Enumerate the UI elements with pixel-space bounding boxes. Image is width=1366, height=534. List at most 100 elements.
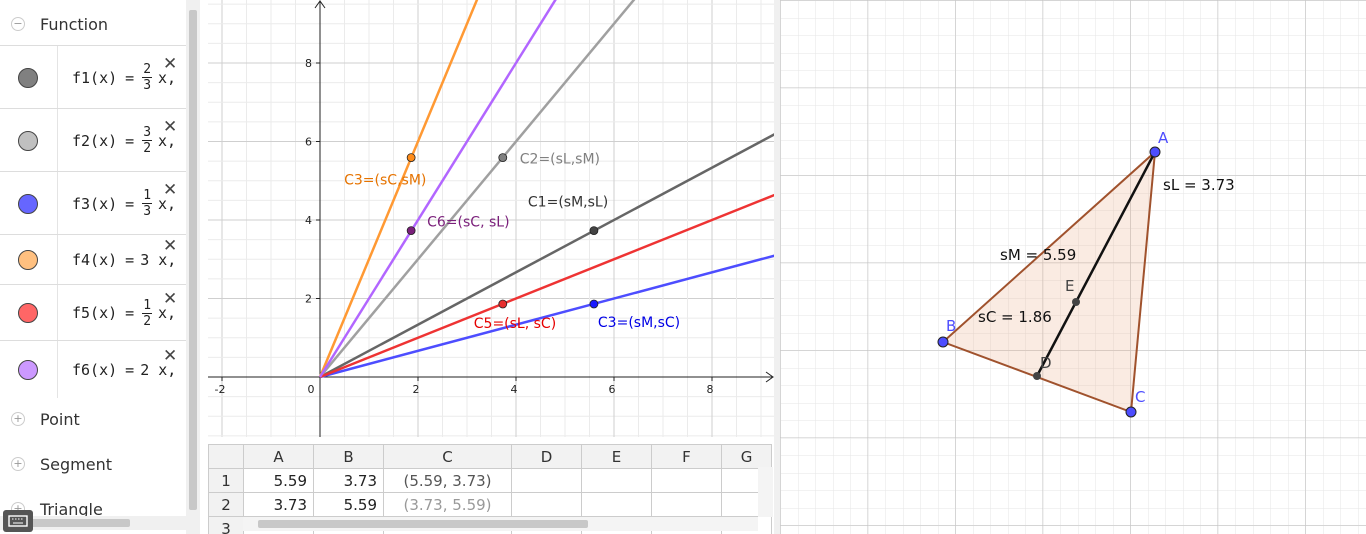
v-scrollbar[interactable] [758, 467, 773, 517]
corner [208, 444, 244, 469]
point[interactable] [589, 226, 599, 235]
visibility-toggle[interactable] [18, 303, 38, 323]
equals: = [125, 251, 135, 269]
point-label: D [1040, 354, 1052, 372]
function-graph[interactable] [319, 220, 774, 379]
v-scrollbar[interactable] [186, 0, 200, 534]
group-title: Triangle [40, 500, 103, 519]
cell[interactable]: 5.59 [243, 468, 314, 493]
algebra-item[interactable]: f4(x) = 3 x, ✕ [0, 234, 186, 285]
algebra-item[interactable]: f2(x) = 3 2 x, ✕ [0, 108, 186, 172]
cell[interactable] [581, 468, 652, 493]
point[interactable] [498, 153, 508, 162]
algebra-item[interactable]: f3(x) = 1 3 x, ✕ [0, 171, 186, 235]
median[interactable] [1035, 151, 1157, 377]
axes: -2 0 2 4 6 8 2 4 6 8 [208, 0, 774, 437]
cell[interactable]: 3.73 [243, 492, 314, 517]
scroll-thumb[interactable] [258, 520, 588, 528]
function-graph[interactable] [318, 0, 774, 378]
function-name: f6(x) [72, 360, 118, 379]
delete-button[interactable]: ✕ [163, 236, 178, 256]
expression: f2(x) = 3 2 x, [72, 123, 176, 159]
visibility-toggle[interactable] [18, 67, 38, 88]
cell[interactable] [651, 468, 722, 493]
cell[interactable] [651, 492, 722, 517]
x-tick-label: 4 [511, 383, 518, 396]
group-header[interactable]: + Point [0, 397, 186, 441]
column-header: E [581, 444, 652, 469]
numerator: 3 [142, 125, 153, 141]
graphics-view: -2 0 2 4 6 8 2 4 6 8 C1=(sM,sL) C2=(sL,sM) C3=(sC,s… [208, 0, 774, 437]
column-header: F [651, 444, 722, 469]
visibility-toggle[interactable] [18, 130, 38, 151]
cell[interactable]: 5.59 [313, 492, 384, 517]
point-e[interactable] [1072, 298, 1080, 306]
delete-button[interactable]: ✕ [163, 53, 178, 74]
delete-button[interactable]: ✕ [163, 345, 178, 366]
separator [57, 235, 58, 285]
point-label: E [1065, 277, 1074, 295]
grid [208, 0, 774, 437]
y-tick-label: 2 [305, 293, 312, 306]
toggle[interactable]: + [11, 412, 25, 426]
function-graph[interactable] [319, 142, 774, 379]
cell[interactable]: (3.73, 5.59) [383, 492, 512, 517]
vertex-c[interactable] [1125, 406, 1137, 418]
y-tick-label: 4 [305, 214, 312, 227]
scroll-thumb[interactable] [20, 519, 130, 527]
cell[interactable] [581, 492, 652, 517]
point-label: C3=(sC,sM) [344, 173, 426, 189]
delete-button[interactable]: ✕ [163, 289, 178, 309]
visibility-toggle[interactable] [18, 359, 38, 380]
h-scrollbar[interactable] [243, 517, 758, 531]
delete-button[interactable]: ✕ [163, 116, 178, 137]
algebra-item[interactable]: f6(x) = 2 x, ✕ [0, 340, 186, 398]
function-graph[interactable] [318, 0, 774, 378]
y-tick-label: 6 [305, 136, 312, 149]
cell[interactable] [511, 492, 582, 517]
group-header[interactable]: + Segment [0, 442, 186, 486]
algebra-item[interactable]: f1(x) = 2 3 x, ✕ [0, 45, 186, 109]
cell[interactable]: 3.73 [313, 468, 384, 493]
point-label: C2=(sL,sM) [520, 152, 600, 168]
toggle[interactable]: + [11, 457, 25, 471]
equals: = [125, 304, 135, 322]
point[interactable] [406, 226, 416, 235]
keyboard-icon [8, 515, 28, 527]
function-name: f5(x) [72, 304, 118, 322]
cell[interactable]: (5.59, 3.73) [383, 468, 512, 493]
keyboard-button[interactable] [3, 510, 33, 532]
vertex-b[interactable] [937, 336, 949, 348]
vertex-label: A [1158, 129, 1169, 147]
algebra-item[interactable]: f5(x) = 1 2 x, ✕ [0, 284, 186, 341]
toggle[interactable]: − [11, 17, 25, 31]
point-d[interactable] [1033, 372, 1041, 380]
h-scrollbar[interactable] [0, 516, 186, 530]
cell[interactable] [511, 468, 582, 493]
measure-label: sC = 1.86 [978, 308, 1052, 326]
delete-button[interactable]: ✕ [163, 179, 178, 200]
separator [57, 46, 58, 109]
graphics-view-2: A B C D E sL = 3.73 sM = 5.59 sC = 1.86 [780, 0, 1366, 534]
expression-rest: x, [158, 304, 177, 322]
numerator: 2 [142, 62, 153, 78]
expression: f3(x) = 1 3 x, [72, 186, 176, 222]
function-graph[interactable] [319, 0, 774, 378]
equals: = [125, 68, 135, 87]
separator [57, 172, 58, 235]
point[interactable] [406, 153, 416, 162]
scroll-thumb[interactable] [189, 10, 197, 510]
group-header[interactable]: − Function [0, 2, 186, 46]
visibility-toggle[interactable] [18, 250, 38, 270]
visibility-toggle[interactable] [18, 193, 38, 214]
column-header: A [243, 444, 314, 469]
function-name: f4(x) [72, 251, 118, 269]
function-graph[interactable] [319, 63, 774, 379]
point[interactable] [498, 299, 508, 309]
point[interactable] [589, 299, 599, 309]
vertex-a[interactable] [1149, 146, 1161, 158]
